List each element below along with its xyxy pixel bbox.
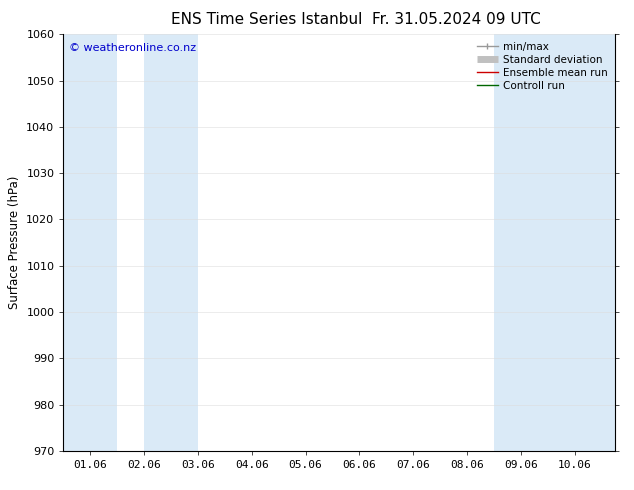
Bar bbox=[602, 34, 615, 451]
Bar bbox=[144, 34, 198, 451]
Text: ENS Time Series Istanbul: ENS Time Series Istanbul bbox=[171, 12, 362, 27]
Text: © weatheronline.co.nz: © weatheronline.co.nz bbox=[69, 43, 196, 52]
Bar bbox=[548, 34, 602, 451]
Text: Fr. 31.05.2024 09 UTC: Fr. 31.05.2024 09 UTC bbox=[372, 12, 541, 27]
Y-axis label: Surface Pressure (hPa): Surface Pressure (hPa) bbox=[8, 176, 21, 309]
Legend: min/max, Standard deviation, Ensemble mean run, Controll run: min/max, Standard deviation, Ensemble me… bbox=[473, 37, 612, 95]
Bar bbox=[494, 34, 548, 451]
Bar bbox=[63, 34, 117, 451]
